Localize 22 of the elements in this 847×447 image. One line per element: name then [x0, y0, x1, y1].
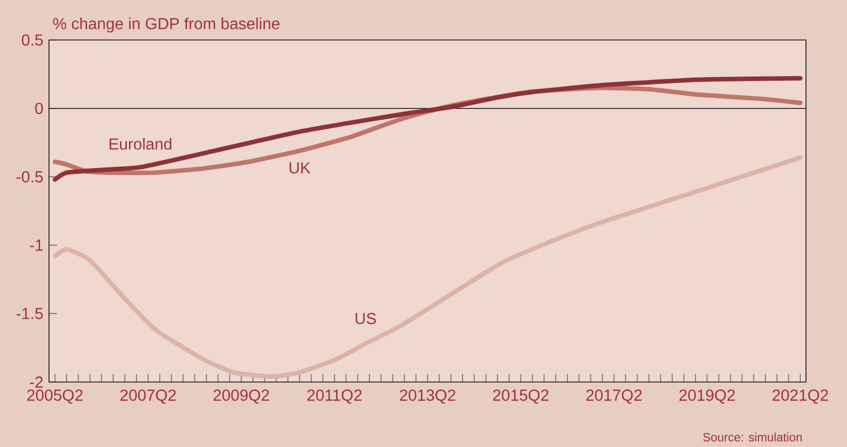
line-series [52, 155, 803, 379]
source-note: Source: simulation [703, 432, 802, 442]
x-tick-label: 2019Q2 [679, 390, 735, 404]
y-tick-label: -2 [30, 376, 43, 388]
x-tick-label: 2013Q2 [400, 390, 456, 404]
x-tick-label: 2011Q2 [307, 390, 362, 404]
y-tick-label: -1 [30, 240, 43, 251]
x-tick-label: 2015Q2 [493, 390, 548, 404]
y-tick-label: -0.5 [16, 171, 43, 182]
y-tick-label: -1.5 [16, 308, 43, 320]
x-tick-label: 2007Q2 [120, 390, 176, 404]
y-tick-label: 0.5 [22, 34, 43, 46]
y-tick-label: 0 [35, 102, 43, 114]
x-tick-label: 2021Q2 [772, 390, 828, 404]
series-label: Euroland [110, 138, 172, 150]
line-series [52, 76, 803, 182]
x-tick-label: 2017Q2 [586, 390, 642, 404]
x-tick-label: 2009Q2 [214, 390, 269, 404]
series-label: UK [290, 162, 310, 174]
x-tick-label: 2005Q2 [27, 390, 83, 404]
series-label: US [356, 312, 376, 324]
y-axis-title: % change in GDP from baseline [53, 18, 280, 32]
